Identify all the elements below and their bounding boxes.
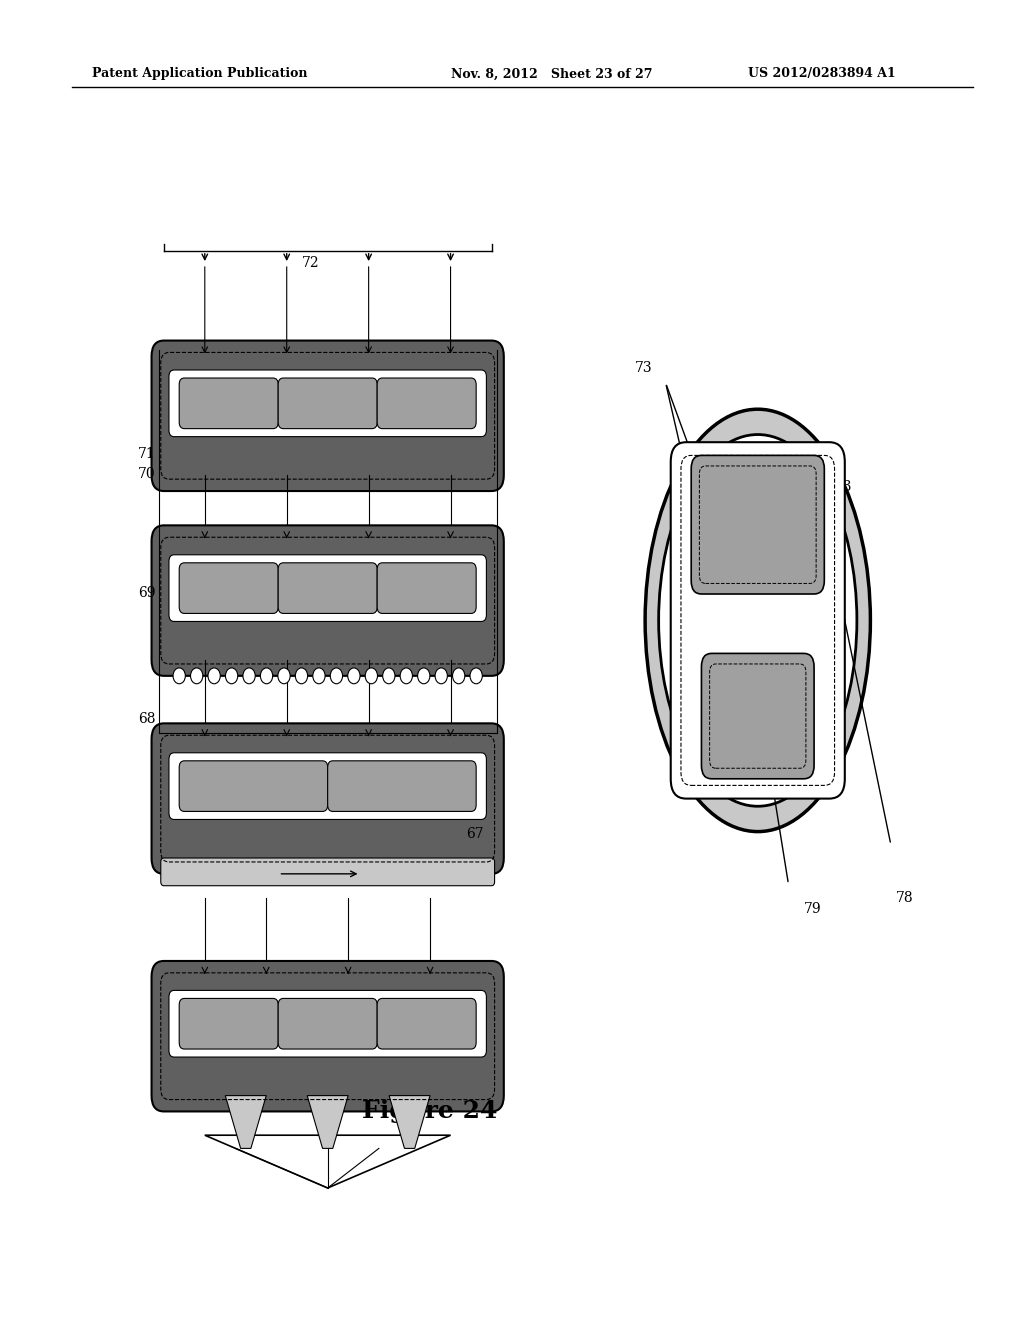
Ellipse shape: [658, 434, 857, 807]
Polygon shape: [389, 1096, 430, 1148]
Circle shape: [383, 668, 395, 684]
FancyBboxPatch shape: [279, 562, 377, 614]
Circle shape: [400, 668, 413, 684]
Text: Nov. 8, 2012   Sheet 23 of 27: Nov. 8, 2012 Sheet 23 of 27: [451, 67, 652, 81]
Circle shape: [312, 668, 325, 684]
Text: 69: 69: [138, 586, 156, 599]
FancyBboxPatch shape: [279, 378, 377, 429]
FancyBboxPatch shape: [691, 455, 824, 594]
Circle shape: [173, 668, 185, 684]
Circle shape: [278, 668, 290, 684]
FancyBboxPatch shape: [328, 760, 476, 812]
FancyBboxPatch shape: [179, 998, 279, 1049]
Circle shape: [418, 668, 430, 684]
FancyBboxPatch shape: [179, 562, 279, 614]
Ellipse shape: [645, 409, 870, 832]
FancyBboxPatch shape: [179, 760, 328, 812]
Polygon shape: [307, 1096, 348, 1148]
Text: 79: 79: [804, 903, 821, 916]
FancyBboxPatch shape: [701, 653, 814, 779]
FancyBboxPatch shape: [179, 378, 279, 429]
FancyBboxPatch shape: [671, 442, 845, 799]
Circle shape: [260, 668, 272, 684]
FancyBboxPatch shape: [377, 998, 476, 1049]
Circle shape: [208, 668, 220, 684]
Circle shape: [243, 668, 255, 684]
Circle shape: [470, 668, 482, 684]
Text: 78: 78: [896, 891, 913, 904]
FancyBboxPatch shape: [161, 858, 495, 886]
FancyBboxPatch shape: [279, 998, 377, 1049]
FancyBboxPatch shape: [377, 562, 476, 614]
Circle shape: [331, 668, 343, 684]
Circle shape: [295, 668, 307, 684]
Circle shape: [190, 668, 203, 684]
Text: Patent Application Publication: Patent Application Publication: [92, 67, 307, 81]
Circle shape: [348, 668, 360, 684]
Circle shape: [366, 668, 378, 684]
Circle shape: [225, 668, 238, 684]
Text: 67: 67: [466, 828, 483, 841]
Text: Figure 24: Figure 24: [362, 1100, 498, 1123]
FancyBboxPatch shape: [152, 341, 504, 491]
FancyBboxPatch shape: [169, 370, 486, 437]
FancyBboxPatch shape: [169, 752, 486, 820]
Text: 53: 53: [835, 480, 852, 494]
FancyBboxPatch shape: [152, 961, 504, 1111]
Circle shape: [453, 668, 465, 684]
FancyBboxPatch shape: [152, 723, 504, 874]
FancyBboxPatch shape: [169, 990, 486, 1057]
FancyBboxPatch shape: [377, 378, 476, 429]
Text: 70: 70: [138, 467, 156, 480]
FancyBboxPatch shape: [169, 554, 486, 622]
Text: 68: 68: [138, 713, 156, 726]
Text: 73: 73: [635, 362, 652, 375]
FancyBboxPatch shape: [152, 525, 504, 676]
Text: 71: 71: [138, 447, 156, 461]
Polygon shape: [225, 1096, 266, 1148]
Circle shape: [435, 668, 447, 684]
Text: US 2012/0283894 A1: US 2012/0283894 A1: [748, 67, 895, 81]
Text: 72: 72: [302, 256, 319, 269]
